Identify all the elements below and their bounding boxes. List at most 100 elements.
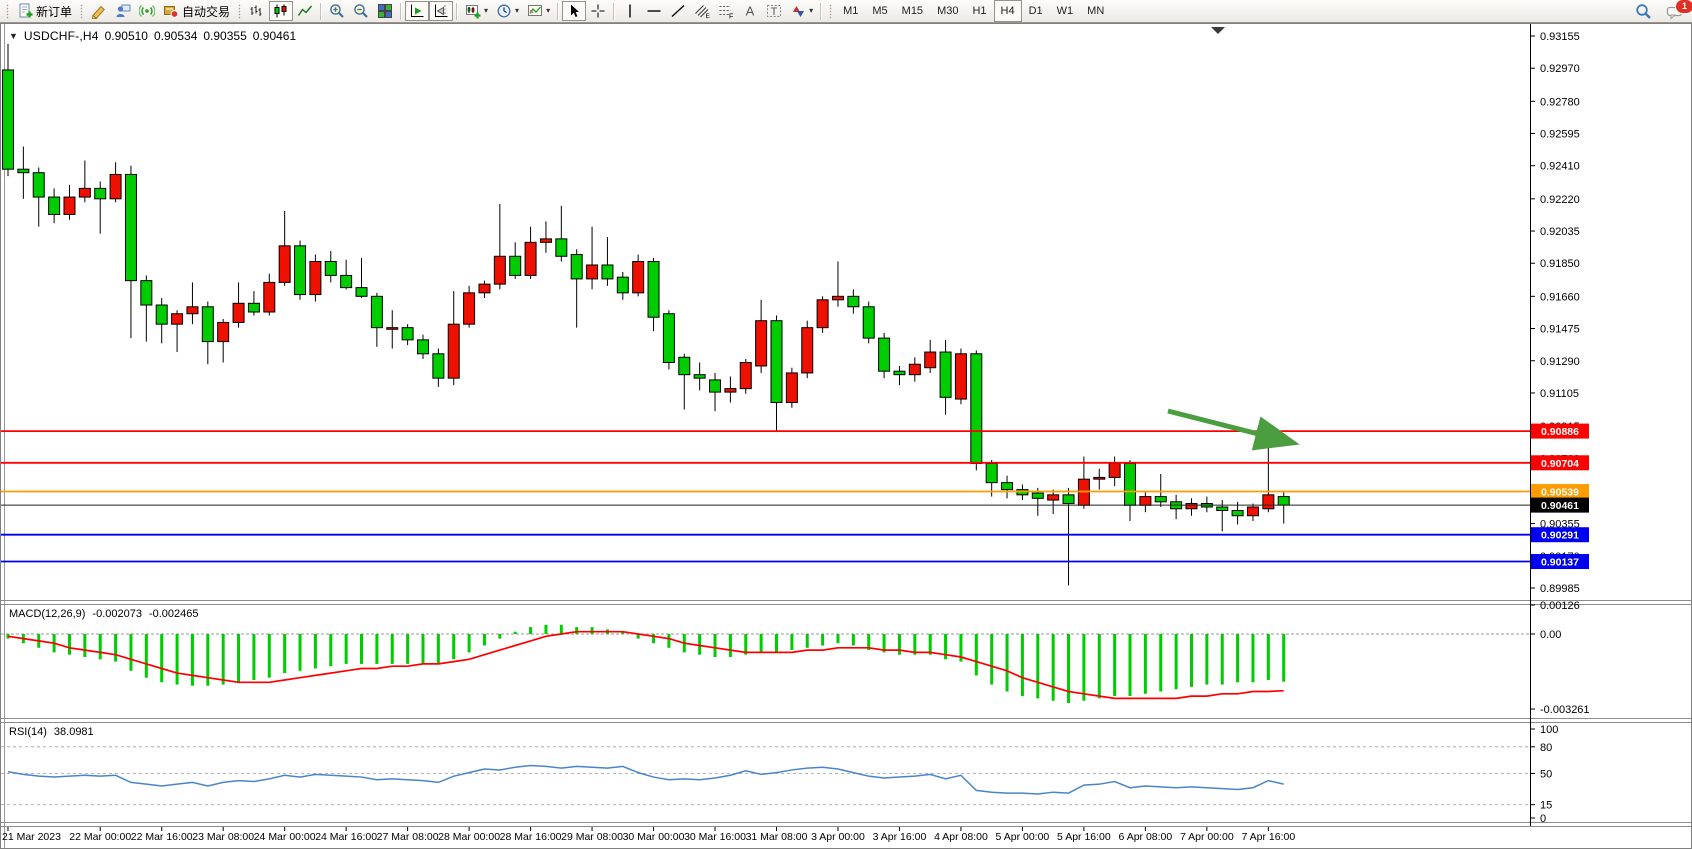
cursor-button[interactable]	[562, 1, 587, 21]
time-axis-label: 3 Apr 16:00	[873, 831, 927, 843]
periods-button[interactable]: ▾	[492, 1, 523, 21]
time-axis-label: 29 Mar 08:00	[561, 831, 623, 843]
rsi-axis-label: 50	[1540, 769, 1552, 781]
tile-windows-button[interactable]	[373, 1, 397, 21]
chart-ohlc: 0.90510 0.90534 0.90355 0.90461	[105, 29, 297, 43]
time-axis-label: 5 Apr 16:00	[1057, 831, 1111, 843]
timeframe-button-H4[interactable]: H4	[993, 0, 1022, 22]
timeframe-button-M5[interactable]: M5	[872, 5, 888, 17]
price-label-box: 0.90886	[1531, 423, 1589, 439]
zoom-in-button[interactable]	[325, 1, 349, 21]
equidistant-channel-button[interactable]: E	[690, 1, 714, 21]
search-button[interactable]	[1631, 2, 1656, 22]
macd-signal-line	[7, 630, 1284, 700]
candlestick-chart-icon	[274, 4, 287, 18]
candle	[186, 282, 199, 325]
candlestick-chart-button[interactable]	[269, 1, 294, 21]
fibonacci-button[interactable]: F	[714, 1, 738, 21]
svg-text:0.90704: 0.90704	[1541, 458, 1579, 470]
trendline-icon	[671, 5, 685, 17]
candle	[586, 226, 599, 290]
rsi-axis-label: 100	[1540, 724, 1558, 736]
text-button[interactable]: A	[738, 1, 762, 21]
candle	[662, 310, 675, 370]
zoom-out-icon	[354, 4, 368, 18]
trend-arrow-annotation[interactable]	[1167, 408, 1300, 451]
new-chart-button[interactable]: ▾	[461, 1, 492, 21]
toolbar-grip[interactable]	[829, 3, 833, 19]
trendline-button[interactable]	[666, 1, 690, 21]
time-axis[interactable]: 21 Mar 2023 22 Mar 00:00 22 Mar 16:00 23 Ma…	[2, 827, 1295, 843]
autotrading-button[interactable]: 自动交易	[159, 1, 234, 21]
toolbar-separator	[456, 2, 459, 20]
rsi-axis-label: 0	[1540, 813, 1546, 825]
timeframe-button-W1[interactable]: W1	[1056, 5, 1074, 17]
crosshair-button[interactable]	[586, 1, 610, 21]
candle	[217, 318, 230, 363]
bar-chart-button[interactable]	[245, 1, 269, 21]
toolbar-grip[interactable]	[80, 3, 84, 19]
toolbar-separator	[820, 2, 823, 20]
toolbar-separator	[400, 2, 403, 20]
line-chart-button[interactable]	[293, 1, 317, 21]
time-axis-label: 28 Mar 00:00	[438, 831, 500, 843]
candle	[109, 162, 122, 203]
community-button[interactable]	[111, 1, 135, 21]
timeframe-button-D1[interactable]: D1	[1028, 5, 1043, 17]
arrows-button[interactable]: ▾	[786, 1, 817, 21]
templates-button[interactable]: ▾	[523, 1, 554, 21]
macd-axis-label: -0.003261	[1540, 704, 1590, 716]
text-label-icon: T	[767, 5, 782, 18]
timeframe-button-M15[interactable]: M15	[901, 5, 924, 17]
candle	[1246, 503, 1259, 521]
candle	[816, 296, 829, 333]
toolbar-grip[interactable]	[238, 3, 242, 19]
macd-pane[interactable]: 0.00126 0.00 -0.003261	[1, 600, 1590, 716]
timeframe-button-H1[interactable]: H1	[972, 5, 987, 17]
timeframe-button-M1[interactable]: M1	[843, 5, 859, 17]
time-axis-label: 6 Apr 08:00	[1119, 831, 1173, 843]
time-axis-label: 30 Mar 00:00	[623, 831, 685, 843]
notifications-button[interactable]: 1	[1662, 0, 1692, 22]
candle	[785, 367, 798, 408]
text-label-button[interactable]: T	[762, 1, 786, 21]
candle	[1124, 460, 1137, 521]
time-axis-label: 23 Mar 08:00	[192, 831, 254, 843]
toolbar-right-group: 1	[1631, 0, 1692, 23]
candle	[693, 362, 706, 391]
chart-shift-button[interactable]	[429, 1, 454, 21]
candle	[755, 299, 768, 373]
candle	[555, 205, 568, 262]
auto-scroll-button[interactable]	[405, 1, 430, 21]
zoom-out-button[interactable]	[349, 1, 373, 21]
chart-shift-marker[interactable]	[1211, 27, 1225, 34]
candle	[1062, 487, 1075, 586]
time-axis-label: 7 Apr 00:00	[1180, 831, 1234, 843]
candle	[493, 204, 506, 290]
rsi-axis-label: 15	[1540, 800, 1552, 812]
new-order-button[interactable]: 新订单	[13, 1, 76, 21]
price-axis-label: 0.91290	[1540, 356, 1580, 368]
candle	[1170, 494, 1183, 520]
metaeditor-button[interactable]	[87, 1, 111, 21]
signals-button[interactable]	[135, 1, 159, 21]
equidistant-channel-icon: E	[695, 5, 710, 19]
candle	[432, 348, 445, 387]
vertical-line-button[interactable]	[618, 1, 642, 21]
ohlc-close: 0.90461	[252, 29, 297, 43]
candle	[232, 282, 245, 328]
chevron-down-icon: ▾	[484, 6, 489, 15]
candle	[155, 298, 168, 344]
macd-title: MACD(12,26,9)	[9, 608, 86, 620]
chart-dropdown-icon[interactable]: ▼	[9, 31, 18, 41]
timeframe-button-MN[interactable]: MN	[1087, 5, 1105, 17]
toolbar-grip[interactable]	[6, 3, 9, 19]
timeframe-button-M30[interactable]: M30	[937, 5, 959, 17]
rsi-pane[interactable]: 100 80 50 150	[1, 724, 1558, 825]
time-axis-label: 7 Apr 16:00	[1241, 831, 1295, 843]
signals-icon	[139, 5, 156, 17]
candle	[801, 320, 814, 379]
horizontal-line-button[interactable]	[642, 1, 666, 21]
svg-text:0.90539: 0.90539	[1541, 487, 1579, 499]
